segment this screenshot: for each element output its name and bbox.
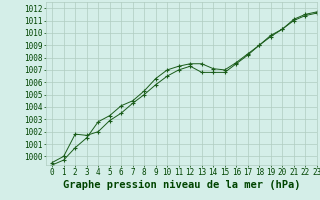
X-axis label: Graphe pression niveau de la mer (hPa): Graphe pression niveau de la mer (hPa)	[63, 180, 300, 190]
